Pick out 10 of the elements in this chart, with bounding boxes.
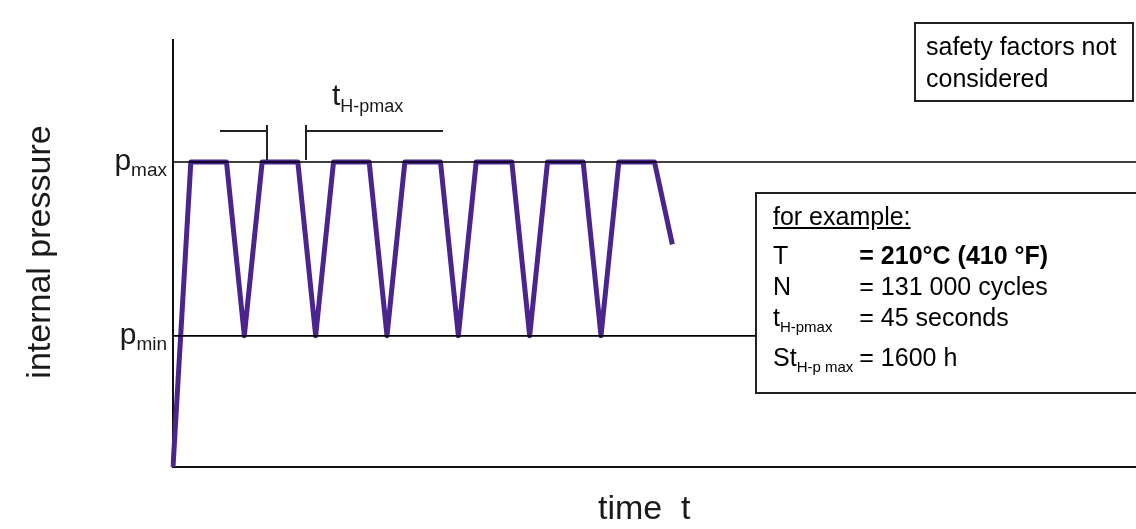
- annotation: t$_{H-pmax}$: [773, 302, 834, 337]
- y-axis-title: internal pressure: [18, 125, 58, 379]
- annotation: St$_{H-p max}$ = 1600 h: [773, 342, 959, 377]
- text: T = 210°C (410 °F): [773, 241, 1049, 269]
- text: = 45 seconds: [859, 303, 1009, 331]
- text: t$_{H-pmax}$: [332, 78, 404, 116]
- x-axis-title: time t: [598, 488, 691, 527]
- text: safety factors not considered: [914, 22, 1134, 102]
- annotation: for example:: [773, 201, 912, 232]
- text: N = 131 000 cycles: [773, 272, 1048, 300]
